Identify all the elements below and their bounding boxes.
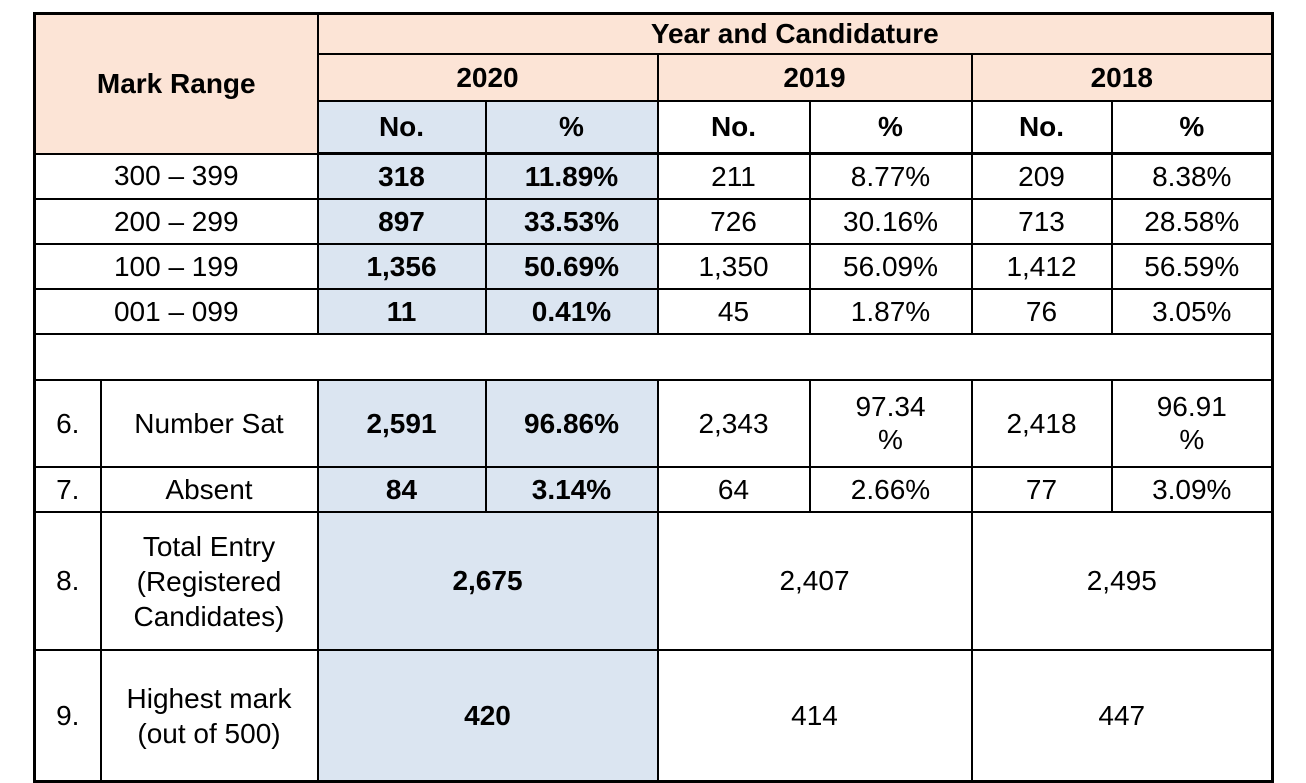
row-number: 6.	[33, 379, 102, 468]
mark-range-header: Mark Range	[33, 12, 319, 155]
value-cell: 209	[970, 152, 1113, 200]
no-header-2019: No.	[656, 100, 811, 155]
row-number: 9.	[33, 649, 102, 783]
value-cell: 0.41%	[484, 288, 659, 335]
value-cell: 8.77%	[808, 152, 973, 200]
value-cell: 50.69%	[484, 243, 659, 290]
table-row: 2020 2019 2018	[35, 53, 1274, 102]
value-cell: 56.59%	[1110, 243, 1274, 290]
value-cell: 3.05%	[1110, 288, 1274, 335]
pct-header-2020: %	[484, 100, 659, 155]
value-cell: 414	[656, 649, 973, 783]
candidature-results-table: Mark Range Year and Candidature 2020 201…	[33, 12, 1275, 783]
pct-header-2018: %	[1110, 100, 1274, 155]
value-cell: 84	[316, 466, 487, 513]
value-cell: 96.91 %	[1110, 379, 1274, 468]
table-row: No. % No. % No. %	[35, 100, 1274, 155]
value-cell: 33.53%	[484, 198, 659, 245]
table-row: 001 – 099 11 0.41% 45 1.87% 76 3.05%	[33, 288, 1274, 335]
table-row: 9. Highest mark (out of 500) 420 414 447	[33, 649, 1274, 783]
table-row: 200 – 299 897 33.53% 726 30.16% 713 28.5…	[33, 198, 1274, 245]
value-cell: 2,407	[656, 511, 973, 651]
value-cell: 2,675	[316, 511, 659, 651]
value-cell: 1,350	[656, 243, 811, 290]
table-row: 100 – 199 1,356 50.69% 1,350 56.09% 1,41…	[33, 243, 1274, 290]
year-2018-header: 2018	[970, 53, 1274, 102]
row-number: 7.	[33, 466, 102, 513]
row-label: Number Sat	[99, 379, 319, 468]
row-label: Highest mark (out of 500)	[99, 649, 319, 783]
year-candidature-header: Year and Candidature	[316, 12, 1274, 55]
value-cell: 11.89%	[484, 152, 659, 200]
value-text: 96.91 %	[1156, 391, 1227, 455]
table-row: 8. Total Entry (Registered Candidates) 2…	[33, 511, 1274, 651]
value-cell: 2,591	[316, 379, 487, 468]
year-2019-header: 2019	[656, 53, 973, 102]
value-cell: 2,495	[970, 511, 1274, 651]
mark-range-cell: 200 – 299	[33, 198, 319, 245]
value-cell: 2,418	[970, 379, 1113, 468]
value-cell: 420	[316, 649, 659, 783]
table-row: 6. Number Sat 2,591 96.86% 2,343 97.34 %…	[33, 379, 1274, 468]
mark-range-cell: 100 – 199	[33, 243, 319, 290]
value-cell: 1.87%	[808, 288, 973, 335]
table-row: Mark Range Year and Candidature	[33, 12, 1274, 155]
mark-range-cell: 001 – 099	[33, 288, 319, 335]
value-cell: 3.14%	[484, 466, 659, 513]
value-cell: 45	[656, 288, 811, 335]
value-cell: 11	[316, 288, 487, 335]
spacer-row	[33, 333, 1274, 381]
value-cell: 726	[656, 198, 811, 245]
value-cell: 97.34 %	[808, 379, 973, 468]
row-number: 8.	[33, 511, 102, 651]
value-cell: 897	[316, 198, 487, 245]
no-header-2018: No.	[970, 100, 1113, 155]
value-cell: 447	[970, 649, 1274, 783]
row-label: Total Entry (Registered Candidates)	[99, 511, 319, 651]
table-row: 7. Absent 84 3.14% 64 2.66% 77 3.09%	[33, 466, 1274, 513]
value-cell: 56.09%	[808, 243, 973, 290]
value-cell: 30.16%	[808, 198, 973, 245]
pct-header-2019: %	[808, 100, 973, 155]
value-cell: 28.58%	[1110, 198, 1274, 245]
value-cell: 1,412	[970, 243, 1113, 290]
value-cell: 76	[970, 288, 1113, 335]
row-label: Absent	[99, 466, 319, 513]
value-cell: 77	[970, 466, 1113, 513]
value-cell: 211	[656, 152, 811, 200]
value-text: 97.34 %	[855, 391, 926, 455]
value-cell: 1,356	[316, 243, 487, 290]
value-cell: 3.09%	[1110, 466, 1274, 513]
value-cell: 713	[970, 198, 1113, 245]
value-cell: 318	[316, 152, 487, 200]
value-cell: 8.38%	[1110, 152, 1274, 200]
no-header-2020: No.	[316, 100, 487, 155]
value-cell: 2.66%	[808, 466, 973, 513]
blank-cell	[33, 333, 1274, 381]
mark-range-cell: 300 – 399	[33, 152, 319, 200]
table-row: 300 – 399 318 11.89% 211 8.77% 209 8.38%	[33, 152, 1274, 200]
value-cell: 96.86%	[484, 379, 659, 468]
value-cell: 2,343	[656, 379, 811, 468]
year-2020-header: 2020	[316, 53, 659, 102]
value-cell: 64	[656, 466, 811, 513]
